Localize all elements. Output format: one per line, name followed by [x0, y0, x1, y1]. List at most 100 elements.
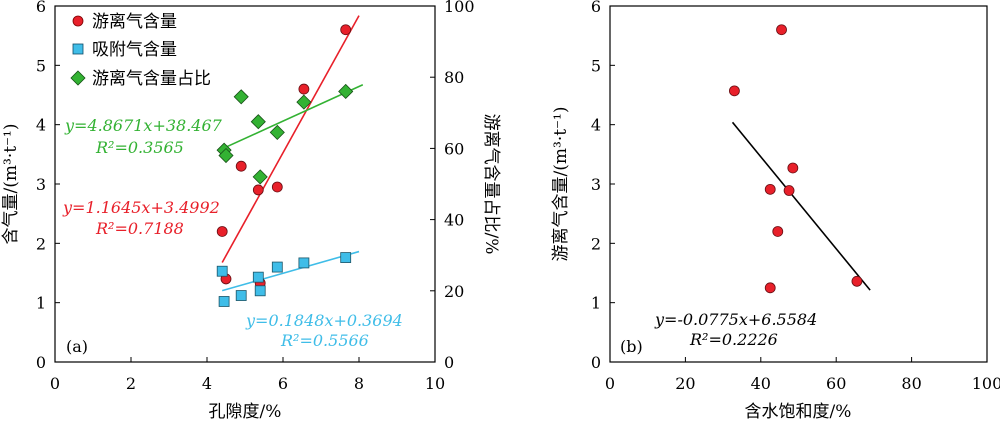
x-tick-label: 100: [972, 374, 1000, 393]
r2-black: R²=0.2226: [689, 330, 778, 349]
circle-point: [252, 184, 264, 196]
diamond-point: [250, 114, 266, 130]
eq-green: y=4.8671x+38.467: [64, 116, 223, 135]
r2-red: R²=0.7188: [95, 219, 184, 238]
panel-b-tag: (b): [620, 337, 643, 356]
y-tick-label: 5: [36, 56, 46, 75]
panel-a-y-label: 含气量/(m³·t⁻¹): [1, 124, 21, 245]
x-tick-label: 0: [605, 374, 615, 393]
fit-line: [221, 15, 360, 263]
panel-b-points: [729, 24, 863, 294]
y-tick-label: 4: [591, 116, 601, 135]
y-tick-label: 3: [36, 175, 46, 194]
y-tick-label: 6: [36, 0, 46, 16]
panel-a-fit-lines: [221, 15, 364, 292]
fit-line: [221, 250, 360, 292]
x-tick-label: 60: [826, 374, 846, 393]
y-tick-label: 6: [591, 0, 601, 16]
circle-point: [787, 162, 799, 174]
legend-marker-free-gas-ratio: [70, 70, 86, 86]
fit-line: [221, 83, 364, 150]
circle-point: [235, 160, 247, 172]
x-tick-label: 10: [425, 374, 445, 393]
circle-point: [729, 85, 740, 97]
y2-tick-label: 100: [444, 0, 475, 16]
diamond-point: [269, 124, 285, 140]
y2-tick-label: 60: [444, 139, 464, 158]
legend-label-free-gas-ratio: 游离气含量占比: [92, 69, 211, 89]
legend-marker-adsorbed-gas: [72, 43, 84, 55]
x-tick-label: 40: [751, 374, 771, 393]
panel-b-y-ticks: 0 1 2 3 4 5 6: [591, 0, 615, 372]
panel-b-x-ticks: 0 20 40 60 80 100: [605, 357, 1000, 393]
r2-blue: R²=0.5566: [280, 331, 369, 350]
panel-a-x-ticks: 0 2 4 6 8 10: [50, 357, 445, 393]
circle-point: [772, 226, 784, 237]
panel-a-points: [216, 24, 354, 307]
diamond-point: [338, 83, 354, 100]
diamond-point: [296, 94, 312, 110]
panel-a: 0 2 4 6 8 10 0 1 2 3 4 5 6 0 20 40 60 80 100 孔隙度/% 含气量/(…: [1, 0, 501, 422]
y-tick-label: 0: [36, 353, 46, 372]
y2-tick-label: 40: [444, 211, 464, 230]
y2-tick-label: 20: [444, 282, 464, 301]
square-point: [271, 261, 283, 273]
panel-b-fit-lines: [731, 121, 871, 291]
square-point: [235, 290, 247, 301]
y-tick-label: 0: [591, 353, 601, 372]
square-point: [254, 285, 266, 297]
legend-label-adsorbed-gas: 吸附气含量: [92, 40, 177, 60]
y-tick-label: 2: [36, 234, 46, 253]
eq-black: y=-0.0775x+6.5584: [654, 310, 817, 329]
fit-line: [731, 121, 871, 291]
r2-green: R²=0.3565: [95, 138, 184, 157]
panel-b-x-label: 含水饱和度/%: [745, 402, 852, 422]
diamond-point: [218, 147, 234, 164]
legend-label-free-gas: 游离气含量: [92, 12, 177, 32]
y-tick-label: 2: [591, 234, 601, 253]
y-tick-label: 3: [591, 175, 601, 194]
diamond-point: [252, 169, 268, 185]
panel-a-y2-ticks: 0 20 40 60 80 100: [430, 0, 475, 372]
y2-tick-label: 80: [444, 68, 464, 87]
circle-point: [776, 24, 787, 36]
legend-marker-free-gas: [72, 15, 84, 27]
eq-blue: y=0.1848x+0.3694: [245, 311, 403, 330]
panel-a-legend: 游离气含量 吸附气含量 游离气含量占比: [70, 12, 211, 89]
circle-point: [298, 83, 310, 95]
x-tick-label: 8: [354, 374, 364, 393]
panel-b-y-label: 游离气含量/(m³·t⁻¹): [551, 107, 571, 262]
y2-tick-label: 0: [444, 353, 454, 372]
eq-red: y=1.1645x+3.4992: [62, 198, 220, 217]
square-point: [298, 257, 310, 269]
circle-point: [764, 282, 776, 294]
panel-b: 0 20 40 60 80 100 0 1 2 3 4 5 6 含水饱和度/% 游离气含量/(m³·t…: [551, 0, 1000, 422]
panel-a-tag: (a): [66, 337, 88, 356]
circle-point: [851, 275, 863, 287]
circle-point: [783, 185, 795, 196]
circle-point: [340, 24, 352, 36]
x-tick-label: 2: [126, 374, 136, 393]
square-point: [252, 271, 264, 283]
x-tick-label: 6: [278, 374, 288, 393]
panel-b-frame: [609, 5, 988, 363]
circle-point: [271, 181, 283, 193]
panel-a-y2-label: 游离气含量占比/%: [481, 114, 501, 255]
y-tick-label: 1: [36, 294, 46, 313]
y-tick-label: 4: [36, 116, 46, 135]
square-point: [340, 252, 352, 263]
panel-a-y-ticks: 0 1 2 3 4 5 6: [36, 0, 60, 372]
square-point: [218, 296, 230, 307]
circle-point: [764, 183, 776, 195]
x-tick-label: 20: [675, 374, 695, 393]
square-point: [216, 265, 228, 277]
x-tick-label: 80: [901, 374, 921, 393]
y-tick-label: 1: [591, 294, 601, 313]
panel-a-x-label: 孔隙度/%: [209, 402, 282, 422]
x-tick-label: 4: [202, 374, 212, 393]
diamond-point: [233, 89, 249, 105]
x-tick-label: 0: [50, 374, 60, 393]
circle-point: [216, 226, 228, 237]
y-tick-label: 5: [591, 56, 601, 75]
